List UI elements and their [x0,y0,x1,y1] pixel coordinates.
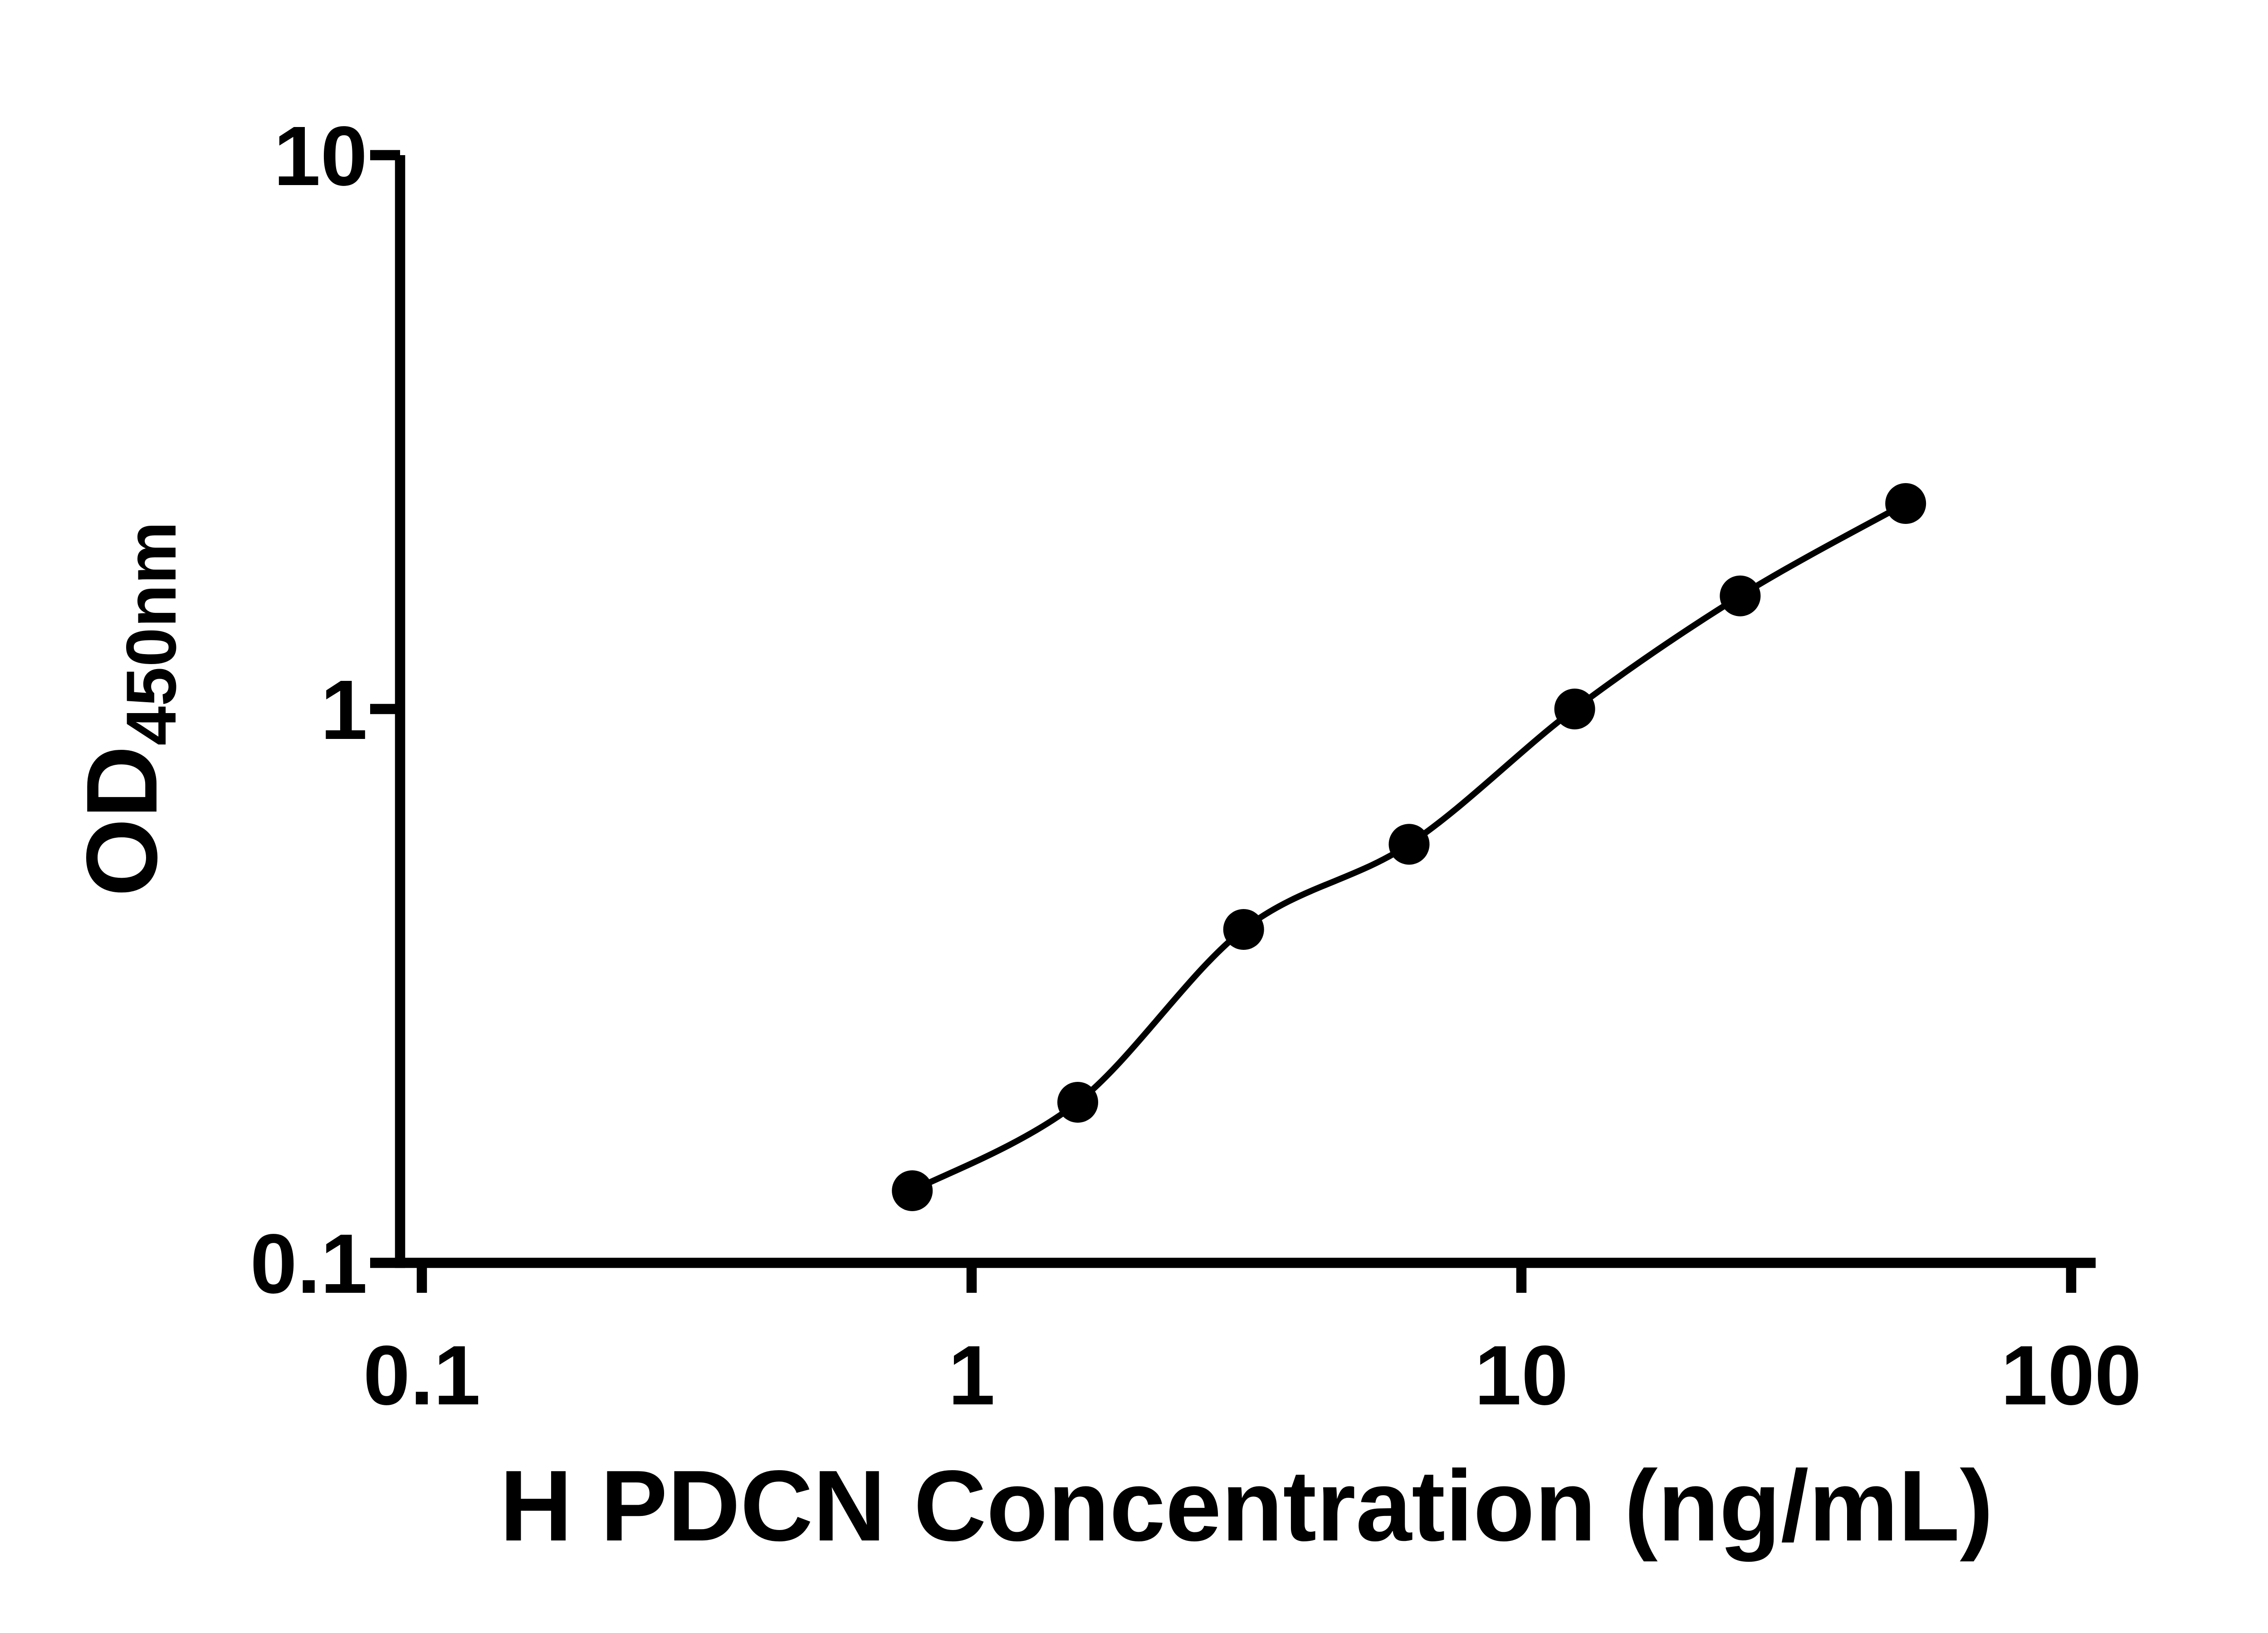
data-point-marker [1554,689,1595,729]
x-tick-label: 1 [948,1329,995,1423]
y-axis-title-subscript: 450nm [112,521,191,745]
x-tick-label: 100 [2001,1329,2141,1423]
data-point-marker [892,1170,933,1211]
data-point-marker [1223,909,1264,950]
x-axis-title: H PDCN Concentration (ng/mL) [500,1450,1994,1562]
plot-area: 0.1 1 10 100 0.1 1 10 [250,109,2141,1423]
y-tick-label: 1 [321,663,367,757]
x-tick-label: 0.1 [363,1329,481,1423]
data-point-marker [1057,1082,1098,1123]
data-point-marker [1388,824,1430,865]
y-tick-label: 0.1 [250,1217,367,1311]
y-axis-title: OD450nm [66,521,191,896]
y-tick-label: 10 [274,109,367,203]
x-tick-label: 10 [1475,1329,1569,1423]
data-point-marker [1720,575,1761,616]
data-point-marker [1885,483,1926,524]
y-axis-title-main: OD [66,746,178,897]
